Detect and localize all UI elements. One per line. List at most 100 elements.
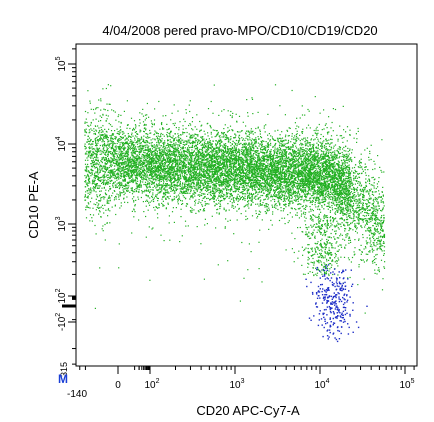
event-dot-green — [106, 183, 108, 185]
event-dot-green — [182, 203, 184, 205]
event-dot-green — [347, 166, 349, 169]
event-dot-green — [212, 192, 214, 194]
event-dot-green — [307, 155, 309, 157]
event-dot-green — [323, 171, 325, 173]
event-dot-green — [202, 176, 204, 178]
event-dot-green — [369, 152, 371, 155]
event-dot-green — [337, 152, 339, 154]
event-dot-green — [239, 169, 241, 171]
event-dot-green — [375, 215, 377, 217]
event-dot-green — [331, 138, 333, 141]
event-dot-green — [169, 195, 171, 197]
event-dot-green — [331, 142, 333, 144]
event-dot-green — [295, 197, 297, 199]
event-dot-green — [130, 163, 132, 165]
event-dot-green — [121, 131, 123, 133]
event-dot-green — [174, 154, 176, 156]
event-dot-green — [342, 208, 344, 210]
event-dot-green — [179, 241, 181, 243]
event-dot-green — [171, 184, 173, 186]
event-dot-green — [145, 177, 147, 179]
event-dot-green — [169, 139, 171, 141]
event-dot-green — [94, 224, 96, 227]
event-dot-green — [170, 167, 172, 169]
event-dot-green — [383, 214, 385, 216]
event-dot-green — [138, 142, 140, 144]
event-dot-green — [131, 169, 133, 171]
event-dot-green — [209, 161, 211, 163]
event-dot-green — [279, 146, 281, 148]
event-dot-green — [270, 184, 273, 186]
event-dot-green — [181, 191, 183, 193]
event-dot-green — [314, 179, 316, 181]
event-dot-green — [187, 152, 189, 154]
event-dot-green — [121, 147, 123, 149]
event-dot-green — [184, 162, 186, 164]
event-dot-green — [302, 159, 305, 161]
event-dot-green — [247, 201, 249, 203]
event-dot-green — [244, 205, 246, 207]
event-dot-green — [149, 129, 151, 132]
event-dot-green — [230, 156, 232, 158]
event-dot-green — [251, 159, 253, 161]
event-dot-green — [383, 246, 386, 248]
event-dot-green — [366, 207, 368, 209]
event-dot-green — [291, 159, 293, 161]
event-dot-green — [213, 194, 215, 196]
event-dot-green — [285, 148, 287, 151]
event-dot-green — [330, 157, 332, 159]
event-dot-green — [366, 242, 368, 244]
event-dot-green — [311, 180, 313, 182]
event-dot-green — [300, 215, 302, 217]
event-dot-green — [213, 154, 215, 156]
event-dot-green — [135, 199, 137, 201]
event-dot-green — [139, 148, 141, 150]
event-dot-green — [224, 227, 226, 229]
event-dot-green — [369, 250, 371, 252]
event-dot-green — [215, 162, 217, 164]
event-dot-green — [378, 240, 381, 242]
event-dot-green — [125, 172, 127, 174]
event-dot-green — [178, 139, 180, 141]
event-dot-green — [199, 168, 202, 170]
event-dot-green — [303, 201, 305, 203]
event-dot-green — [120, 152, 122, 154]
event-dot-green — [277, 162, 279, 164]
event-dot-green — [286, 130, 289, 132]
event-dot-green — [360, 158, 362, 160]
event-dot-green — [199, 169, 201, 171]
event-dot-green — [290, 165, 292, 168]
event-dot-green — [297, 164, 299, 166]
event-dot-green — [94, 176, 96, 178]
event-dot-green — [356, 171, 358, 173]
event-dot-green — [212, 146, 214, 148]
event-dot-green — [85, 128, 87, 130]
event-dot-green — [98, 151, 100, 153]
event-dot-green — [381, 236, 383, 238]
event-dot-green — [111, 171, 113, 173]
event-dot-green — [364, 169, 366, 171]
event-dot-green — [197, 139, 199, 141]
event-dot-green — [319, 168, 322, 170]
event-dot-green — [182, 157, 184, 160]
event-dot-green — [107, 202, 109, 204]
event-dot-green — [194, 187, 196, 189]
event-dot-green — [102, 167, 104, 169]
event-dot-green — [318, 193, 320, 195]
event-dot-green — [249, 137, 251, 139]
event-dot-green — [124, 141, 127, 143]
event-dot-green — [147, 146, 149, 149]
event-dot-green — [147, 180, 149, 182]
event-dot-green — [321, 205, 323, 207]
event-dot-green — [251, 196, 253, 198]
event-dot-green — [190, 211, 192, 213]
event-dot-green — [150, 180, 152, 182]
event-dot-green — [155, 173, 157, 175]
event-dot-green — [185, 109, 187, 111]
event-dot-green — [178, 198, 181, 200]
event-dot-green — [313, 165, 315, 167]
event-dot-green — [310, 138, 313, 140]
event-dot-green — [311, 208, 313, 211]
event-dot-green — [187, 139, 189, 141]
event-dot-green — [328, 198, 330, 200]
